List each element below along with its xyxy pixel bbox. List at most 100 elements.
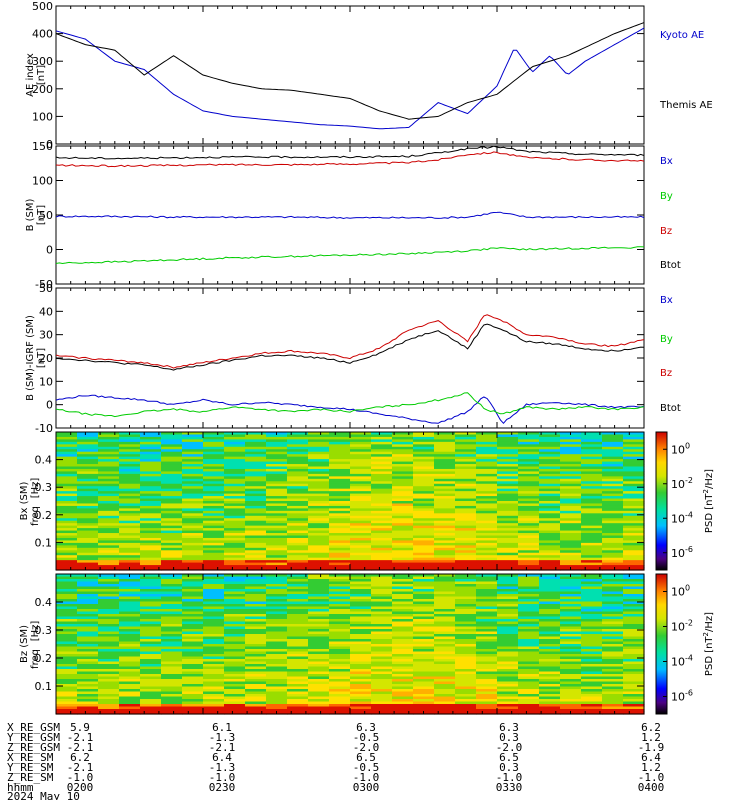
bz-spectrum-cell [602, 701, 624, 705]
bz-spectrum-cell [371, 614, 393, 618]
bz-spectrum-cell [182, 579, 204, 583]
bx-spectrum-cell [329, 523, 351, 527]
bz-spectrum-cell [161, 586, 183, 590]
bz-spectrum-cell [119, 584, 141, 588]
bz-spectrum-cell [455, 706, 477, 710]
bx-spectrum-cell [518, 542, 540, 546]
bx-spectrum-cell [476, 567, 498, 571]
b-sm-series-btot [56, 146, 644, 160]
bx-spectrum-cell [434, 444, 456, 448]
bz-spectrum-cell [350, 654, 372, 658]
bx-spectrum-cell [518, 466, 540, 470]
bz-spectrum-cell [77, 644, 99, 648]
ephemeris-value: -2.1 [67, 761, 94, 774]
bx-spectrum-cell [287, 473, 309, 477]
bz-spectrum-cell [98, 601, 120, 605]
bx-spectrum-cell [329, 441, 351, 445]
bz-spectrum-cell [560, 621, 582, 625]
bz-spectrum-cell [140, 661, 162, 665]
bx-spectrum-cell [434, 550, 456, 554]
bx-spectrum-cell [287, 483, 309, 487]
bz-spectrum-cell [308, 596, 330, 600]
bx-spectrum-cell [392, 491, 414, 495]
bz-spectrum-cell [497, 626, 519, 630]
bz-spectrum-cell [119, 704, 141, 708]
bz-spectrum-cell [455, 659, 477, 663]
bz-spectrum-cell [350, 621, 372, 625]
bz-spectrum-cell [308, 694, 330, 698]
bz-spectrum-cell [161, 686, 183, 690]
bx-spectrum-cell [350, 533, 372, 537]
bz-spectrum-cell [602, 584, 624, 588]
bx-spectrum-cell [455, 468, 477, 473]
bz-spectrum-cell [581, 616, 603, 620]
bx-spectrum-cell [161, 542, 183, 546]
bz-spectrum-cell [497, 634, 519, 638]
bx-spectrum-cell [497, 540, 519, 544]
bz-spectrum-cell [140, 611, 162, 615]
bx-spectrum-cell [476, 466, 498, 470]
bx-spectrum-cell [392, 439, 414, 443]
bx-spectrum-cell [392, 451, 414, 455]
bz-spectrum-cell [623, 706, 645, 710]
bx-spectrum-cell [602, 478, 624, 482]
bz-spectrum-cell [140, 619, 162, 623]
bx-spectrum-cell [518, 454, 540, 458]
bx-spectrum-cell [161, 523, 183, 527]
ephemeris-value: -1.0 [67, 771, 94, 784]
bx-spectrum-cell [308, 446, 330, 450]
bx-spectrum-cell [392, 496, 414, 500]
bz-spectrum-cell [581, 581, 603, 585]
bx-spectrum-cell [182, 513, 204, 517]
bx-spectrum-cell [518, 491, 540, 495]
bx-spectrum-cell [455, 436, 477, 440]
bx-spectrum-cell [413, 439, 435, 443]
bz-spectrum-cell [224, 671, 246, 675]
bx-spectrum-cell [623, 451, 645, 455]
bx-spectrum-cell [329, 508, 351, 512]
bx-spectrum-cell [266, 547, 288, 551]
bx-spectrum-cell [371, 535, 393, 539]
bx-spectrum-cell [308, 513, 330, 517]
bz-spectrum-cell [602, 656, 624, 660]
bz-spectrum-cell [245, 689, 267, 693]
bz-spectrum-cell [413, 619, 435, 623]
bx-spectrum-cell [371, 446, 393, 450]
bx-spectrum-cell [518, 503, 540, 507]
bx-spectrum-cell [119, 530, 141, 534]
bx-spectrum-cell [539, 439, 561, 443]
bx-spectrum-cell [98, 451, 120, 455]
bz-spectrum-cell [182, 594, 204, 598]
bx-spectrum-cell [98, 525, 120, 529]
bz-spectrum-cell [245, 581, 267, 585]
bz-spectrum-cell [245, 606, 267, 610]
bz-spectrum-cell [455, 684, 477, 688]
bx-spectrum-cell [161, 498, 183, 502]
bx-spectrum-cell [98, 461, 120, 465]
bz-spectrum-cell [476, 606, 498, 610]
bx-spectrum-cell [581, 454, 603, 458]
bz-spectrum-cell [476, 681, 498, 685]
bx-spectrum-cell [245, 449, 267, 453]
bz-spectrum-cell [140, 701, 162, 705]
bz-spectrum-cell [518, 586, 540, 590]
bz-spectrum-cell [224, 656, 246, 660]
bz-spectrum-cell [476, 664, 498, 668]
bz-spectrum-cell [56, 641, 78, 645]
bx-spectrum-cell [476, 446, 498, 450]
bz-spectrum-cell [497, 704, 519, 708]
bz-spectrum-cell [560, 686, 582, 690]
bx-spectrum-cell [329, 560, 351, 564]
bz-spectrum-cell [308, 649, 330, 653]
bx-spectrum-cell [56, 473, 78, 477]
bz-spectrum-cell [602, 706, 624, 710]
bz-spectrum-cell [266, 679, 288, 683]
bz-spectrum-cell [581, 649, 603, 653]
bx-spectrum-cell [602, 525, 624, 529]
bz-spectrum-cell [56, 661, 78, 665]
bz-spectrum-cell [560, 656, 582, 660]
bz-spectrum-cell [329, 711, 351, 715]
bz-spectrum-cell [308, 704, 330, 708]
bx-spectrum-cell [539, 533, 561, 537]
bx-spectrum-cell [413, 503, 435, 507]
